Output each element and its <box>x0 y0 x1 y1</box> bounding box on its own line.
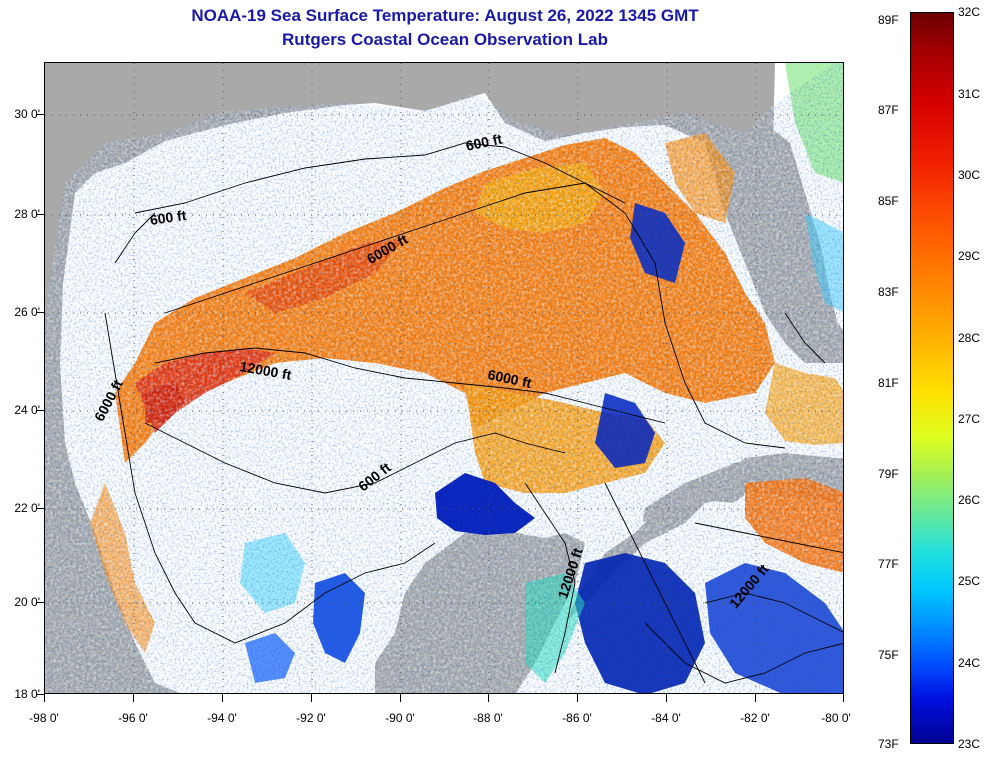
colorbar-f-83: 83F <box>878 285 899 299</box>
lon-label-98: -98 0' <box>29 711 59 725</box>
colorbar-f-73: 73F <box>878 737 899 751</box>
lon-label-86: -86 0' <box>562 711 592 725</box>
colorbar-f-75: 75F <box>878 648 899 662</box>
lon-label-92: -92 0' <box>296 711 326 725</box>
lon-label-96: -96 0' <box>118 711 148 725</box>
graticule <box>45 63 843 693</box>
lat-label-22: 22 0' <box>14 501 40 515</box>
colorbar-f-89: 89F <box>878 13 899 27</box>
lat-label-30: 30 0' <box>14 107 40 121</box>
lon-label-80: -80 0' <box>821 711 851 725</box>
lat-label-26: 26 0' <box>14 305 40 319</box>
colorbar-c-29: 29C <box>958 249 981 263</box>
lon-label-94: -94 0' <box>207 711 237 725</box>
colorbar-c-32: 32C <box>958 5 981 19</box>
colorbar-f-87: 87F <box>878 103 899 117</box>
sst-map-graphic <box>45 63 843 693</box>
colorbar-f-81: 81F <box>878 376 899 390</box>
sst-cool-layer <box>45 63 843 693</box>
colorbar-f-85: 85F <box>878 194 899 208</box>
bathymetry-contours <box>104 142 843 684</box>
colorbar-c-26: 26C <box>958 493 981 507</box>
lat-label-20: 20 0' <box>14 595 40 609</box>
colorbar-c-24: 24C <box>958 656 981 670</box>
map-title: NOAA-19 Sea Surface Temperature: August … <box>191 6 699 25</box>
colorbar-c-28: 28C <box>958 331 981 345</box>
colorbar-c-27: 27C <box>958 412 981 426</box>
colorbar-f-79: 79F <box>878 467 899 481</box>
lon-label-84: -84 0' <box>651 711 681 725</box>
lat-label-24: 24 0' <box>14 403 40 417</box>
colorbar-c-31: 31C <box>958 87 981 101</box>
map-subtitle: Rutgers Coastal Ocean Observation Lab <box>282 30 608 49</box>
lon-label-88: -88 0' <box>473 711 503 725</box>
temperature-colorbar <box>910 12 954 744</box>
lat-label-28: 28 0' <box>14 207 40 221</box>
colorbar-f-77: 77F <box>878 557 899 571</box>
lon-label-82: -82 0' <box>740 711 770 725</box>
colorbar-c-30: 30C <box>958 168 981 182</box>
sst-map[interactable] <box>44 62 844 694</box>
colorbar-c-23: 23C <box>958 737 981 751</box>
lon-label-90: -90 0' <box>385 711 415 725</box>
lat-label-18: 18 0' <box>14 687 40 701</box>
colorbar-c-25: 25C <box>958 574 981 588</box>
